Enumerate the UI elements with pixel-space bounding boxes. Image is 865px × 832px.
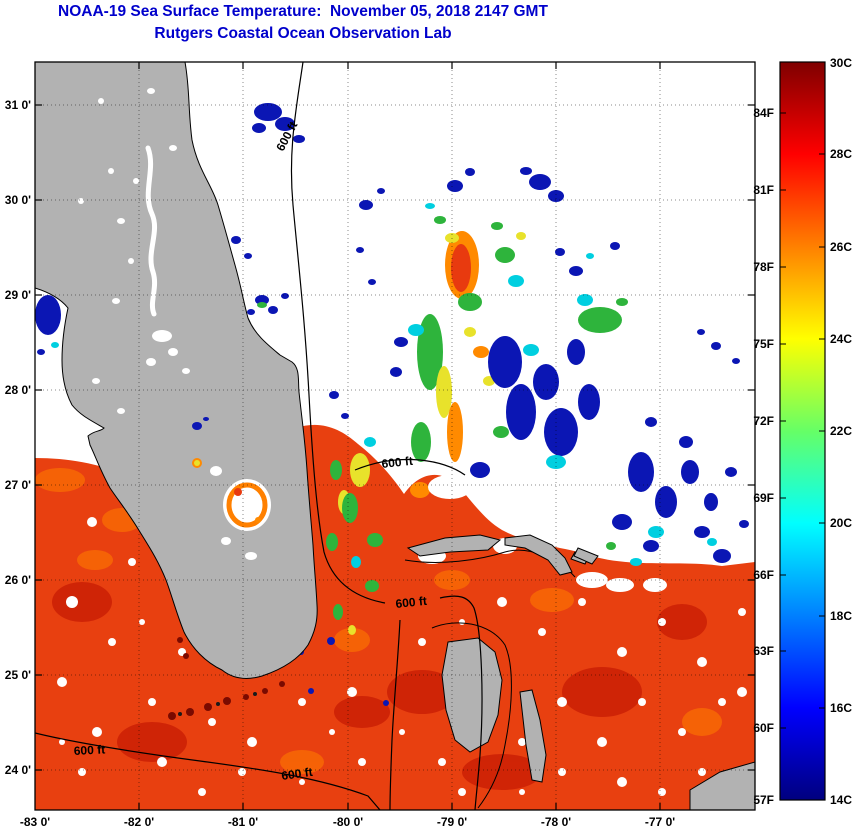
colorbar-celsius-labels: 30C 28C 26C 24C 22C 20C 18C 16C 14C [830, 56, 852, 807]
contour-label-600ft-5: 600 ft [280, 765, 313, 783]
sst-cloud-artifacts [35, 103, 749, 566]
colorbar-tick-marks [780, 112, 825, 801]
header: NOAA-19 Sea Surface Temperature: Novembe… [0, 3, 606, 43]
cb-label-30c: 30C [830, 56, 852, 70]
y-tick-31: 31 0' [5, 98, 31, 112]
y-tick-25: 25 0' [5, 668, 31, 682]
depth-contour-lines [35, 62, 483, 810]
y-tick-26: 26 0' [5, 573, 31, 587]
cb-label-66f: 66F [753, 568, 774, 582]
colorbar-fahrenheit-labels: 84F 81F 78F 75F 72F 69F 66F 63F 60F 57F [753, 106, 774, 807]
cb-label-22c: 22C [830, 424, 852, 438]
bank-corner-patch [689, 761, 755, 810]
coastal-transition-patches [298, 437, 430, 706]
plot-frame [34, 61, 756, 811]
grand-bahama-island [406, 534, 502, 557]
page-title: NOAA-19 Sea Surface Temperature: Novembe… [58, 3, 548, 20]
axis-tick-marks [35, 62, 755, 810]
cb-label-78f: 78F [753, 260, 774, 274]
cb-label-57f: 57F [753, 793, 774, 807]
x-tick-82: -82 0' [124, 815, 154, 829]
cb-label-72f: 72F [753, 414, 774, 428]
y-tick-28: 28 0' [5, 383, 31, 397]
y-tick-30: 30 0' [5, 193, 31, 207]
florida-keys-speckles [168, 637, 285, 720]
bahamas-islands [406, 534, 755, 810]
contour-label-600ft-3: 600 ft [395, 594, 428, 611]
contour-label-600ft-4: 600 ft [73, 742, 105, 758]
x-axis-labels: -83 0' -82 0' -81 0' -80 0' -79 0' -78 0… [20, 815, 675, 829]
graticule [35, 62, 755, 810]
cb-label-14c: 14C [830, 793, 852, 807]
land-surface-features [78, 88, 271, 560]
y-tick-24: 24 0' [5, 763, 31, 777]
cb-label-20c: 20C [830, 516, 852, 530]
map-data-layer: 600 ft 600 ft 600 ft 600 ft 600 ft [35, 62, 755, 810]
cb-label-24c: 24C [830, 332, 852, 346]
cb-label-75f: 75F [753, 337, 774, 351]
cb-label-81f: 81F [753, 183, 774, 197]
x-tick-81: -81 0' [228, 815, 258, 829]
cb-label-84f: 84F [753, 106, 774, 120]
x-tick-79: -79 0' [437, 815, 467, 829]
y-tick-27: 27 0' [5, 478, 31, 492]
cb-label-16c: 16C [830, 701, 852, 715]
contour-label-600ft-2: 600 ft [381, 454, 414, 471]
y-axis-labels: 31 0' 30 0' 29 0' 28 0' 27 0' 26 0' 25 0… [5, 98, 31, 777]
abaco-island [504, 534, 573, 576]
exuma-island [519, 689, 547, 783]
cb-label-28c: 28C [830, 147, 852, 161]
cb-label-63f: 63F [753, 644, 774, 658]
eleuthera-cay [573, 547, 599, 565]
lake-okeechobee [223, 479, 271, 531]
x-tick-77: -77 0' [645, 815, 675, 829]
colorbar: 84F 81F 78F 75F 72F 69F 66F 63F 60F 57F … [753, 56, 852, 807]
y-tick-29: 29 0' [5, 288, 31, 302]
cb-label-18c: 18C [830, 609, 852, 623]
x-tick-78: -78 0' [541, 815, 571, 829]
cb-label-26c: 26C [830, 240, 852, 254]
andros-island [441, 637, 503, 753]
cb-label-60f: 60F [753, 721, 774, 735]
page-subtitle: Rutgers Coastal Ocean Observation Lab [154, 25, 452, 42]
x-tick-80: -80 0' [333, 815, 363, 829]
x-tick-83: -83 0' [20, 815, 50, 829]
cb-label-69f: 69F [753, 491, 774, 505]
colorbar-gradient [779, 61, 826, 801]
